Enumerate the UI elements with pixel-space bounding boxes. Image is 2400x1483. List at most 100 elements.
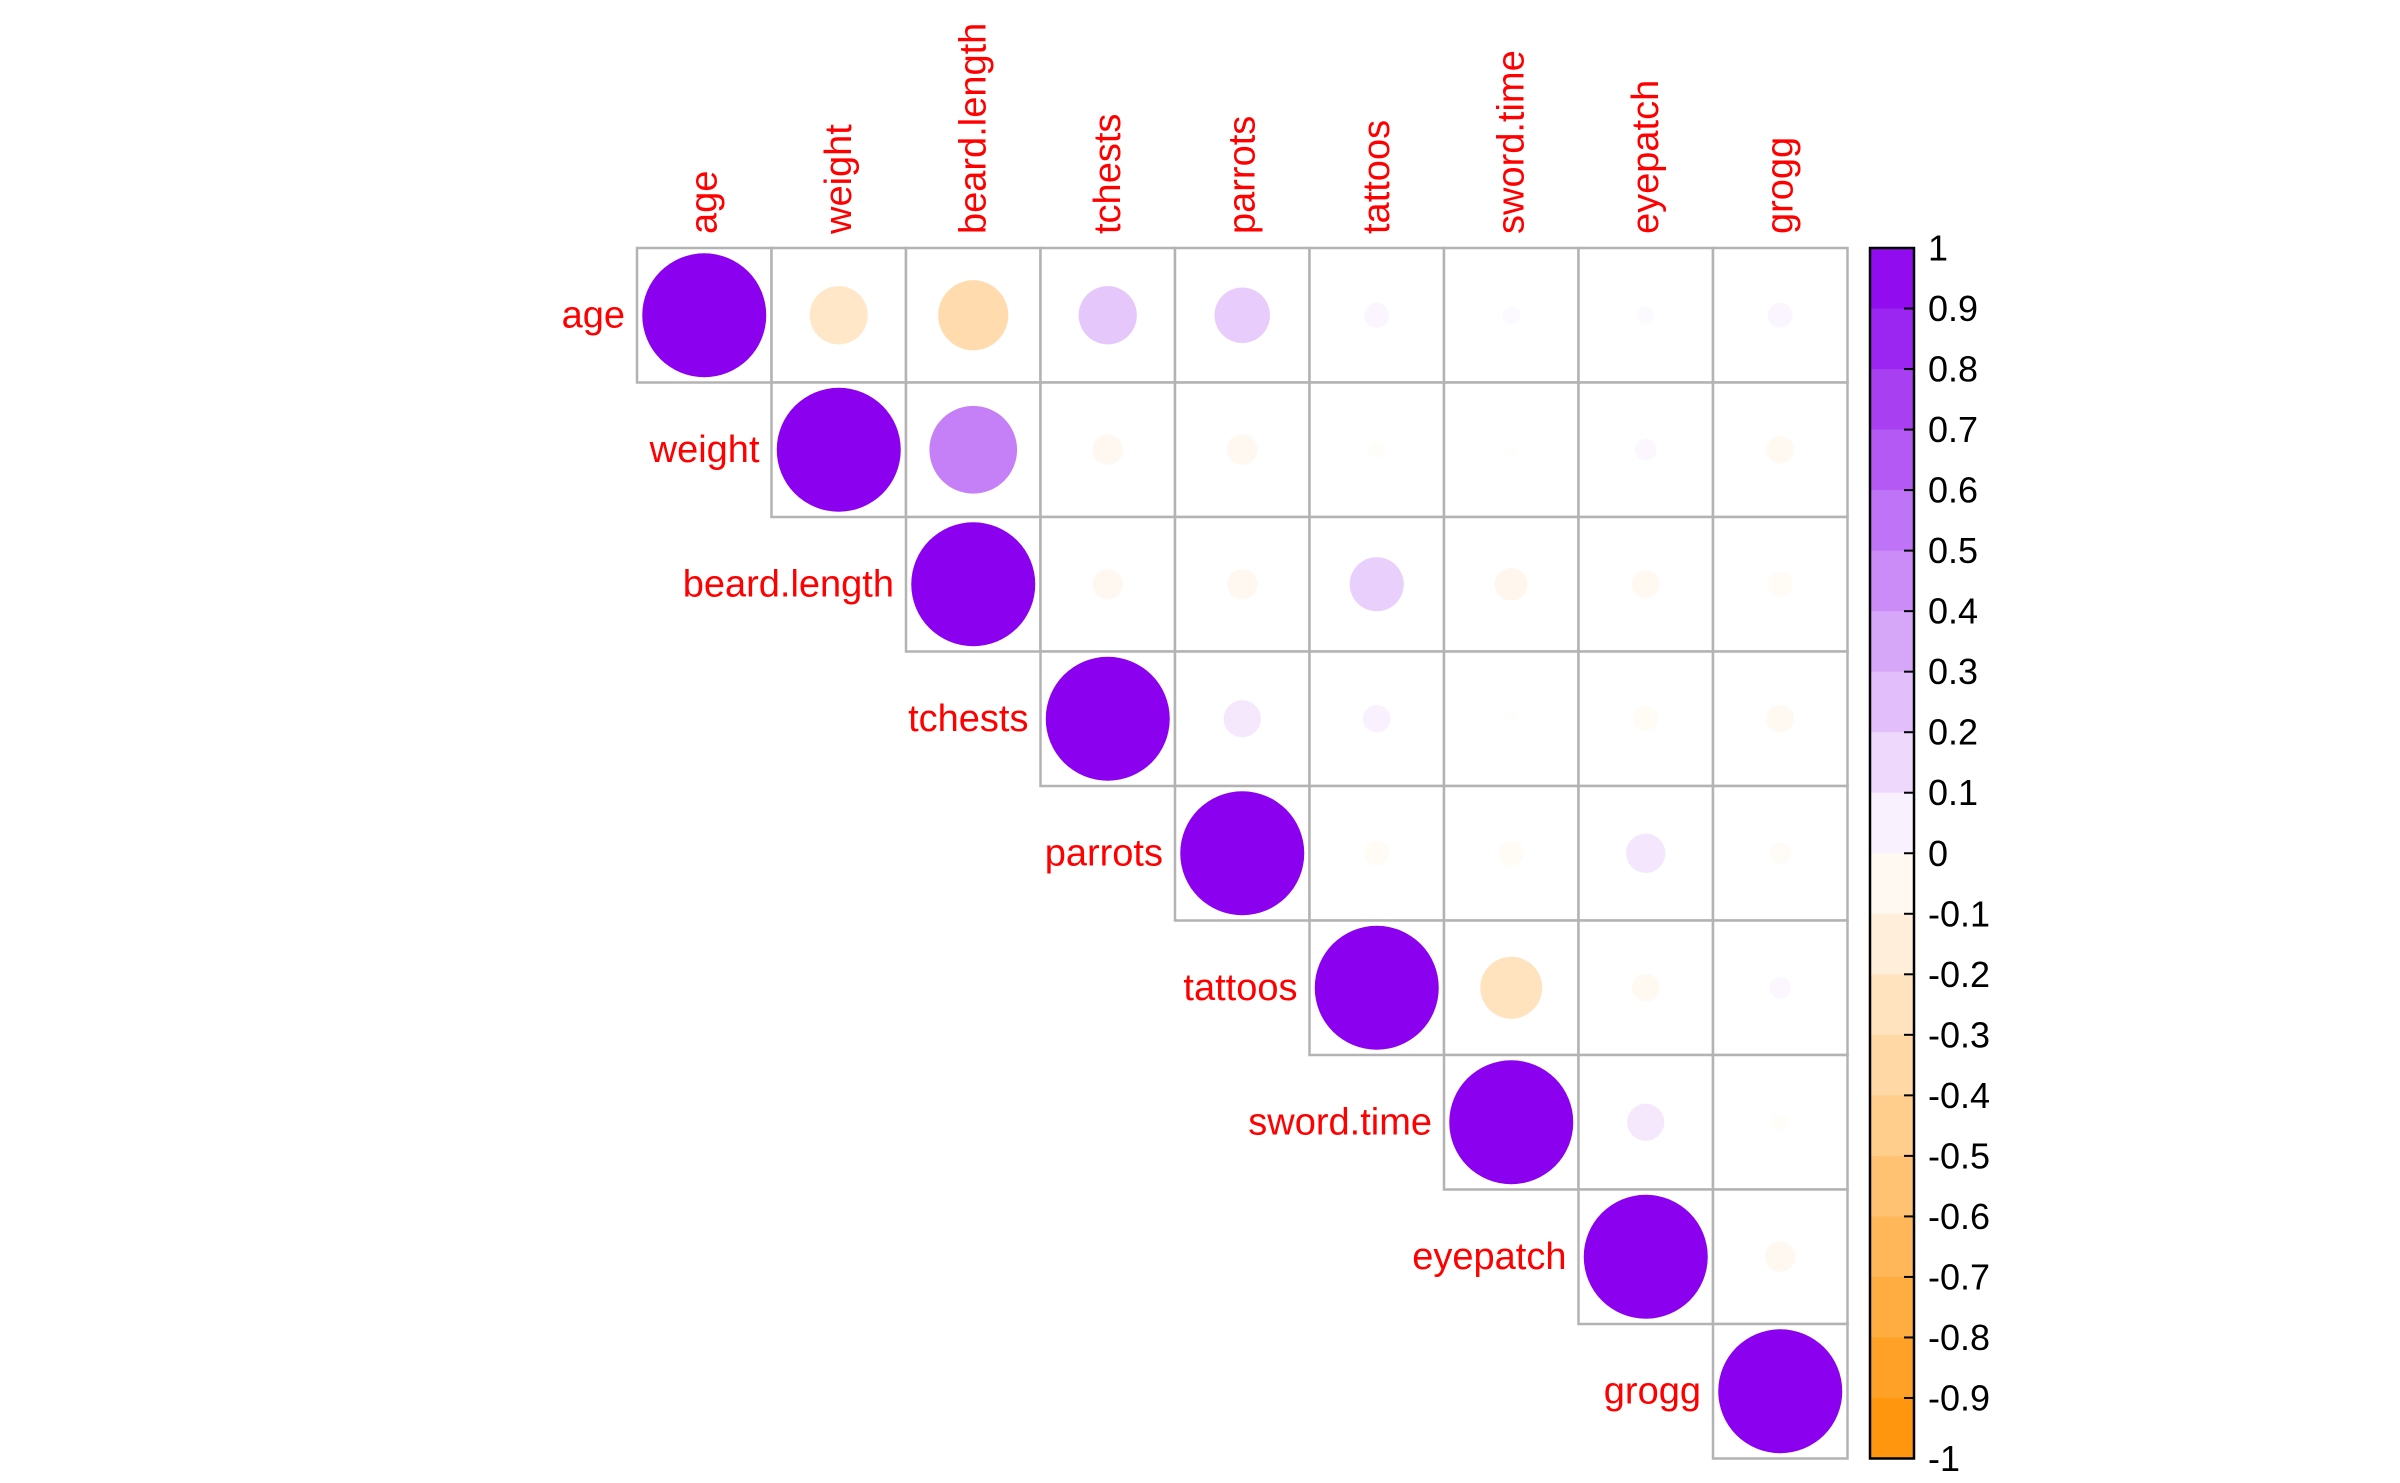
matrix-cell-tattoos-grogg [1711, 919, 1849, 1057]
corr-circle-weight-parrots [1227, 434, 1258, 465]
corr-circle-beard.length-grogg [1767, 571, 1793, 597]
legend-swatch [1870, 248, 1914, 310]
corr-circle-weight-sword.time [1505, 443, 1518, 456]
matrix-cell-beard.length-sword.time [1442, 515, 1580, 653]
corr-circle-age-beard.length [938, 280, 1009, 351]
corr-circle-tchests-tattoos [1362, 704, 1391, 733]
legend-tick-label: -0.6 [1928, 1196, 1990, 1237]
legend-tick-label: -0.3 [1928, 1014, 1990, 1055]
legend-tick-label: 0.2 [1928, 712, 1978, 753]
corr-circle-tattoos-eyepatch [1631, 973, 1660, 1002]
corr-circle-weight-tattoos [1367, 440, 1386, 459]
legend-tick-label: -0.9 [1928, 1377, 1990, 1418]
corr-circle-tchests-sword.time [1505, 712, 1518, 725]
legend-tick-label: 0 [1928, 833, 1948, 874]
corr-circle-tchests-tchests [1045, 656, 1170, 781]
corr-circle-tattoos-tattoos [1314, 925, 1439, 1050]
row-label-weight: weight [649, 429, 760, 471]
legend-swatch [1870, 853, 1914, 915]
legend-tick-label: 0.8 [1928, 349, 1978, 390]
legend-tick-label: -0.5 [1928, 1135, 1990, 1176]
col-label-tattoos: tattoos [1356, 120, 1398, 234]
corr-circle-grogg-grogg [1718, 1329, 1843, 1454]
legend-tick-label: -0.2 [1928, 954, 1990, 995]
column-labels: age weight beard.length tchests parrots tatto… [683, 23, 1801, 235]
col-label-grogg: grogg [1759, 137, 1801, 234]
col-label-age: age [683, 171, 725, 234]
legend-tick-label: 0.9 [1928, 288, 1978, 329]
corr-circle-tattoos-sword.time [1480, 956, 1543, 1019]
corr-circle-beard.length-tattoos [1349, 557, 1404, 612]
corr-circle-weight-eyepatch [1635, 439, 1657, 461]
legend-tick-label: 0.1 [1928, 772, 1978, 813]
col-label-tchests: tchests [1087, 114, 1129, 234]
corr-circle-age-parrots [1214, 287, 1270, 343]
col-label-eyepatch: eyepatch [1625, 80, 1667, 234]
legend-swatch [1870, 1216, 1914, 1278]
corr-circle-parrots-eyepatch [1626, 833, 1666, 873]
legend-swatch [1870, 1155, 1914, 1217]
color-legend: 1 0.9 0.8 0.7 0.6 0.5 0.4 0.3 0.2 0.1 0 -0.1 -0.2 -0.… [1868, 228, 1990, 1479]
corr-circle-eyepatch-eyepatch [1583, 1194, 1708, 1319]
corr-circle-weight-tchests [1092, 434, 1123, 465]
legend-tick-label: -0.4 [1928, 1075, 1990, 1116]
legend-swatch [1870, 550, 1914, 612]
legend-swatch [1870, 913, 1914, 975]
corr-circle-age-age [642, 253, 767, 378]
corr-circle-beard.length-parrots [1227, 569, 1258, 600]
legend-tick-label: 0.4 [1928, 591, 1978, 632]
legend-tick-label: 0.7 [1928, 409, 1978, 450]
matrix-cell-weight-tattoos [1308, 381, 1446, 519]
corr-circle-tchests-eyepatch [1633, 706, 1659, 732]
col-label-beard.length: beard.length [952, 23, 994, 234]
corr-circle-parrots-tattoos [1364, 840, 1390, 866]
legend-swatch [1870, 1095, 1914, 1157]
corr-circle-sword.time-sword.time [1449, 1060, 1574, 1185]
row-label-tattoos: tattoos [1183, 967, 1297, 1009]
row-label-age: age [562, 294, 625, 336]
legend-swatch [1870, 671, 1914, 733]
legend-tick-label: 0.5 [1928, 530, 1978, 571]
corr-circle-sword.time-eyepatch [1627, 1103, 1665, 1141]
corr-circle-tchests-parrots [1223, 700, 1261, 738]
legend-tick-label: -0.7 [1928, 1256, 1990, 1297]
legend-tick-label: 0.6 [1928, 470, 1978, 511]
corr-circle-weight-beard.length [929, 405, 1018, 494]
legend-swatch [1870, 611, 1914, 673]
corr-circle-age-weight [809, 286, 868, 345]
corr-circle-sword.time-grogg [1771, 1113, 1790, 1132]
legend-swatch [1870, 732, 1914, 794]
corr-circle-age-grogg [1767, 302, 1793, 328]
col-label-sword.time: sword.time [1490, 50, 1532, 234]
legend-swatch [1870, 1337, 1914, 1399]
legend-swatch [1870, 429, 1914, 491]
corr-circle-parrots-parrots [1180, 791, 1305, 916]
corr-circle-eyepatch-grogg [1765, 1241, 1796, 1272]
row-labels: age weight beard.length tchests parrots tatto… [562, 294, 1701, 1412]
corr-circle-parrots-sword.time [1498, 840, 1524, 866]
row-label-eyepatch: eyepatch [1412, 1236, 1566, 1278]
row-label-beard.length: beard.length [683, 563, 894, 605]
matrix-cells [635, 246, 1849, 1460]
legend-tick-label: -1 [1928, 1438, 1960, 1479]
corr-circle-beard.length-tchests [1092, 569, 1123, 600]
corr-circle-age-sword.time [1502, 306, 1521, 325]
legend-swatch [1870, 792, 1914, 854]
legend-swatch [1870, 1276, 1914, 1338]
legend-swatch [1870, 1397, 1914, 1459]
corr-circle-beard.length-eyepatch [1631, 570, 1660, 599]
corr-circle-age-tchests [1078, 286, 1137, 345]
corr-circle-weight-grogg [1766, 435, 1795, 464]
legend-tick-label: 0.3 [1928, 651, 1978, 692]
corr-circle-age-tattoos [1364, 302, 1390, 328]
corr-circle-tchests-grogg [1766, 704, 1795, 733]
row-label-tchests: tchests [908, 698, 1028, 740]
col-label-weight: weight [818, 124, 860, 235]
corr-circle-beard.length-sword.time [1494, 567, 1528, 601]
legend-swatch [1870, 490, 1914, 552]
legend-tick-label: -0.8 [1928, 1317, 1990, 1358]
corr-circle-age-eyepatch [1636, 306, 1655, 325]
legend-swatch [1870, 369, 1914, 431]
